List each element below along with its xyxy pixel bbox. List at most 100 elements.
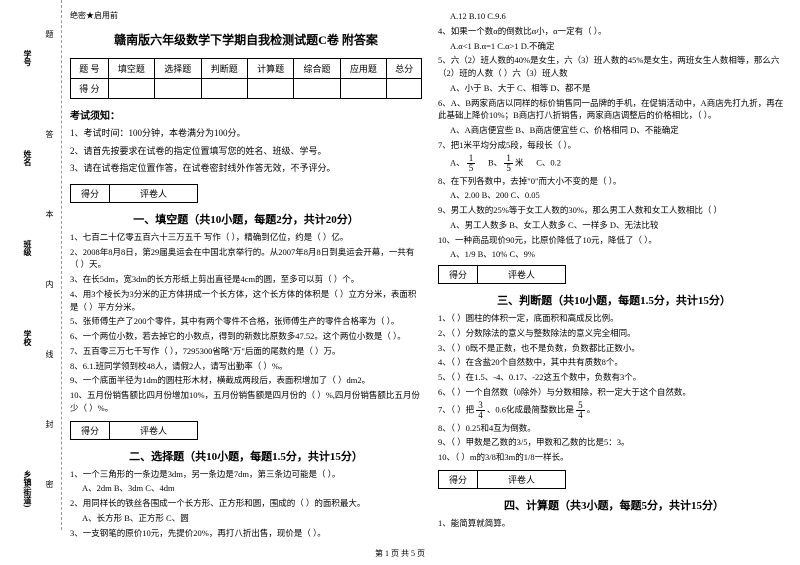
score-label: 得分	[439, 266, 478, 283]
side-label: 乡镇(街道)	[22, 470, 33, 507]
opts: A、2dm B、3dm C、4dm	[82, 482, 422, 495]
fraction: 15	[467, 154, 476, 173]
q: 4、（ ）在含盐20个自然数中，其中共有质数8个。	[438, 356, 790, 369]
opt-a: A、	[450, 157, 465, 167]
opts: A、长方形 B、正方形 C、圆	[82, 512, 422, 525]
th: 总分	[387, 59, 422, 79]
th: 应用题	[340, 59, 386, 79]
side-label: 学号	[22, 50, 33, 66]
section4-title: 四、计算题（共3小题，每题5分，共计15分）	[438, 497, 790, 513]
th: 填空题	[108, 59, 154, 79]
side-dash-label: 封	[44, 420, 55, 428]
scorer-label: 评卷人	[478, 471, 565, 488]
page-footer: 第 1 页 共 5 页	[0, 548, 800, 559]
side-dash-label: 题	[44, 30, 55, 38]
q: 8、在下列各数中，去掉"0"而大小不变的是（ ）。	[438, 175, 790, 188]
opts: A、A商店便宜些 B、B商店便宜些 C、价格相同 D、不能确定	[450, 124, 790, 137]
opts: A.12 B.10 C.9.6	[450, 10, 790, 23]
opts: A、小于 B、大于 C、相等 D、都不是	[450, 82, 790, 95]
page-content: 绝密★启用前 赣南版六年级数学下学期自我检测试题C卷 附答案 题 号 填空题 选…	[70, 10, 790, 541]
opts: A、1/9 B、10% C、9%	[450, 248, 790, 261]
opts: A.α<1 B.α=1 C.α>1 D.不确定	[450, 40, 790, 53]
cell[interactable]	[108, 79, 154, 99]
right-column: A.12 B.10 C.9.6 4、如果一个数α的倒数比α小，α一定有（ ）。 …	[438, 10, 790, 541]
side-label: 姓名	[22, 150, 33, 166]
q: 9、一个底面半径为1dm的圆柱形木材，横截成两段后，表面积增加了（ ）dm2。	[70, 374, 422, 387]
q: 5、张师傅生产了200个零件，其中有两个零件不合格，张师傅生产的零件合格率为（ …	[70, 315, 422, 328]
binding-sidebar: 题 答 本 内 线 封 密 学号 姓名 班级 学校 乡镇(街道)	[0, 0, 62, 530]
q: 5、（ ）在1.5、-4、0.17、-22这五个数中，负数有3个。	[438, 371, 790, 384]
cell[interactable]	[387, 79, 422, 99]
notice-item: 3、请在试卷指定位置作答，在试卷密封线外作答无效，不予评分。	[70, 162, 422, 175]
side-label: 学校	[22, 330, 33, 346]
exam-title: 赣南版六年级数学下学期自我检测试题C卷 附答案	[70, 31, 422, 48]
th: 选择题	[155, 59, 201, 79]
q: 6、A、B两家商店以同样的标价销售同一品牌的手机，在促销活动中，A商店先打九折，…	[438, 97, 790, 123]
q: 10、一种商品现价90元，比原价降低了10元，降低了（ ）。	[438, 234, 790, 247]
confidential-mark: 绝密★启用前	[70, 10, 422, 21]
q: 7、（ ）把 34 、0.6化成最简整数比是 54 。	[438, 401, 790, 420]
cell[interactable]	[201, 79, 247, 99]
q: 8、（ ）0.25和4互为倒数。	[438, 422, 790, 435]
th: 计算题	[247, 59, 293, 79]
th: 题 号	[71, 59, 109, 79]
q: 8、6.1.班同学领到校48人，请假2人，请写出勤率（ ）%。	[70, 360, 422, 373]
side-dash-label: 密	[44, 480, 55, 488]
scorer-box: 得分 评卷人	[438, 265, 566, 284]
opt-b: B、	[488, 157, 502, 167]
scorer-label: 评卷人	[110, 185, 197, 202]
notice-title: 考试须知：	[70, 107, 422, 122]
q: 2、2008年8月8日，第29届奥运会在中国北京举行的。从2007年8月8日到奥…	[70, 246, 422, 272]
section3-title: 三、判断题（共10小题，每题1.5分，共计15分）	[438, 292, 790, 308]
fraction: 34	[476, 401, 485, 420]
side-label: 班级	[22, 240, 33, 256]
q: 2、（ ）分数除法的意义与整数除法的意义完全相同。	[438, 327, 790, 340]
score-table: 题 号 填空题 选择题 判断题 计算题 综合题 应用题 总分 得 分	[70, 58, 422, 99]
q: 9、（ ）甲数是乙数的3/5，甲数和乙数的比是5：3。	[438, 436, 790, 449]
scorer-label: 评卷人	[478, 266, 565, 283]
q: 2、用同样长的铁丝各围成一个长方形、正方形和圆，围成的（ ）的面积最大。	[70, 497, 422, 510]
q: 3、在长5dm，宽3dm的长方形纸上剪出直径是4cm的圆，至多可以剪（ ）个。	[70, 273, 422, 286]
q: 7、把1米平均分成5段，每段长（ ）。	[438, 139, 790, 152]
q: 10、（ ）m的3/8和3m的1/8一样长。	[438, 451, 790, 464]
unit: 米	[515, 157, 524, 167]
q: 3、一支钢笔的原价10元，先提价20%，再打八折出售，现价是（ ）。	[70, 527, 422, 540]
opts: A、男工人数多 B、女工人数多 C、一样多 D、无法比较	[450, 219, 790, 232]
cell[interactable]	[340, 79, 386, 99]
scorer-box: 得分 评卷人	[70, 421, 198, 440]
q: 1、一个三角形的一条边是3dm，另一条边是7dm，第三条边可能是（ ）。	[70, 468, 422, 481]
cell[interactable]	[294, 79, 340, 99]
q7-mid: 、0.6化成最简整数比是	[487, 404, 574, 414]
section1-title: 一、填空题（共10小题，每题2分，共计20分）	[70, 211, 422, 227]
cell[interactable]	[155, 79, 201, 99]
scorer-box: 得分 评卷人	[438, 470, 566, 489]
side-dash-label: 本	[44, 210, 55, 218]
opts: A、 15 B、 15 米 C、0.2	[450, 154, 790, 173]
left-column: 绝密★启用前 赣南版六年级数学下学期自我检测试题C卷 附答案 题 号 填空题 选…	[70, 10, 422, 541]
notice-item: 2、请首先按要求在试卷的指定位置填写您的姓名、班级、学号。	[70, 145, 422, 158]
score-label: 得分	[439, 471, 478, 488]
row-label: 得 分	[71, 79, 109, 99]
side-dash-label: 内	[44, 280, 55, 288]
th: 判断题	[201, 59, 247, 79]
score-label: 得分	[71, 185, 110, 202]
notice-item: 1、考试时间：100分钟，本卷满分为100分。	[70, 127, 422, 140]
q: 1、能简算就简算。	[438, 517, 790, 530]
section2-title: 二、选择题（共10小题，每题1.5分，共计15分）	[70, 448, 422, 464]
score-label: 得分	[71, 422, 110, 439]
cell[interactable]	[247, 79, 293, 99]
q: 1、七百二十亿零五百六十三万五千 写作（ ），精确到亿位，约是（ ）亿。	[70, 231, 422, 244]
fraction: 54	[576, 401, 585, 420]
q: 6、一个两位小数，若去掉它的小数点，得到的新数比原数多47.52。这个两位小数是…	[70, 330, 422, 343]
opts: A、2.00 B、200 C、0.05	[450, 189, 790, 202]
scorer-label: 评卷人	[110, 422, 197, 439]
side-dash-label: 线	[44, 350, 55, 358]
th: 综合题	[294, 59, 340, 79]
q: 9、男工人数的25%等于女工人数的30%，那么男工人数和女工人数相比（ ）	[438, 204, 790, 217]
q7-prefix: 7、（ ）把	[438, 404, 474, 414]
opt-c: C、0.2	[536, 157, 561, 167]
q: 1、（ ）圆柱的体积一定，底面积和高成反比例。	[438, 312, 790, 325]
q7-suffix: 。	[587, 404, 596, 414]
q: 10、五月份销售额比四月份增加10%，五月份销售额是四月份的（ ）%,四月份销售…	[70, 389, 422, 415]
side-dash-label: 答	[44, 130, 55, 138]
